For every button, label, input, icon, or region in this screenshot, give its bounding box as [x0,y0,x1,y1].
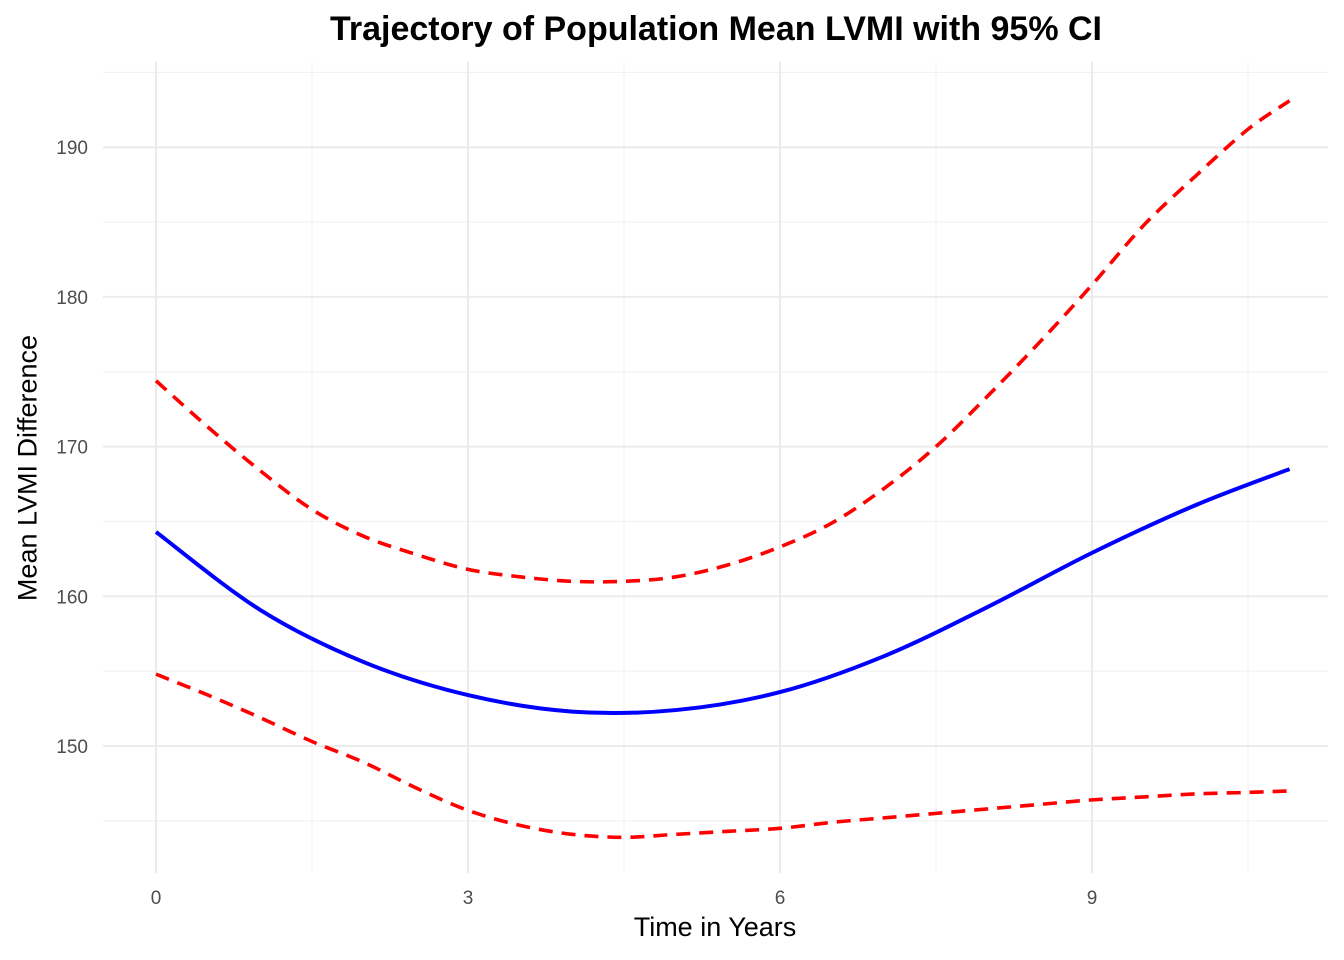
y-tick-label: 180 [56,288,88,309]
mean-trajectory-line [154,467,1291,716]
ci-lower-line [155,672,1290,840]
tick-layer: 0 3 6 9 150 160 170 180 190 [56,138,1097,909]
y-tick-label: 150 [56,737,88,758]
x-axis-label: Time in Years [633,912,797,942]
series-layer [154,99,1291,840]
x-tick-label: 9 [1087,888,1098,909]
y-tick-label: 170 [56,438,88,459]
x-tick-label: 6 [775,888,786,909]
grid-layer [103,62,1328,873]
x-tick-label: 0 [151,888,162,909]
x-tick-label: 3 [463,888,474,909]
y-tick-label: 160 [56,587,88,608]
ci-upper-line [154,99,1291,584]
y-tick-label: 190 [56,138,88,159]
y-axis-label: Mean LVMI Difference [12,334,43,602]
chart-title: Trajectory of Population Mean LVMI with … [329,10,1103,48]
